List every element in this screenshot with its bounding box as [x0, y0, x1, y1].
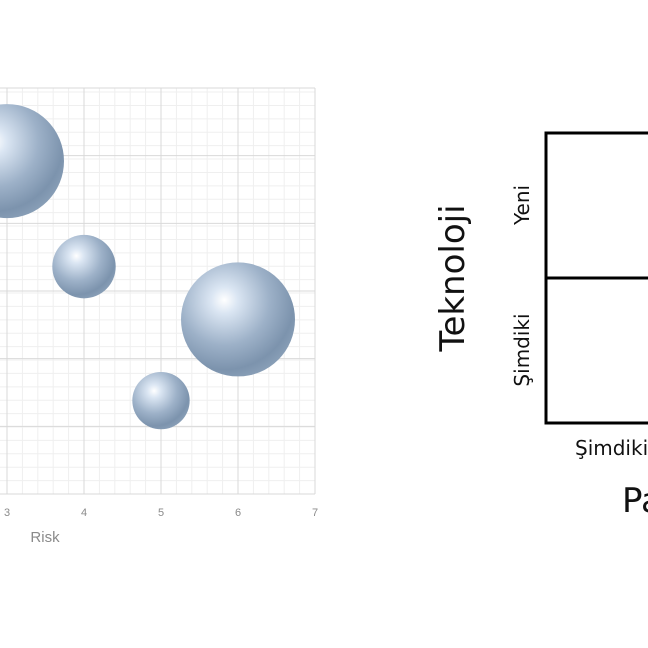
bubble-chart: 3 4 5 6 7 Risk	[0, 87, 318, 546]
matrix-y-title: Teknoloji	[433, 204, 473, 352]
matrix-x-title: Pa	[622, 481, 648, 521]
x-axis-title: Risk	[30, 529, 60, 546]
x-tick-label: 4	[81, 507, 87, 519]
bubble	[52, 234, 116, 299]
x-tick-label: 7	[312, 507, 318, 519]
x-tick-label: 3	[4, 507, 10, 519]
matrix-column-label-first: Şimdiki	[575, 436, 648, 460]
matrix-diagram: Teknoloji Yeni Şimdiki Şimdiki Pa	[433, 131, 648, 521]
x-tick-label: 6	[235, 507, 241, 519]
bubble	[181, 262, 295, 377]
x-tick-label: 5	[158, 507, 164, 519]
x-axis-tick-labels: 3 4 5 6 7	[4, 507, 318, 519]
bubble	[132, 371, 190, 430]
bubbles	[0, 104, 295, 430]
matrix-row-label-top: Yeni	[510, 185, 534, 226]
bubble	[0, 104, 64, 219]
major-gridlines	[0, 87, 316, 495]
matrix-row-label-bottom: Şimdiki	[510, 313, 534, 386]
